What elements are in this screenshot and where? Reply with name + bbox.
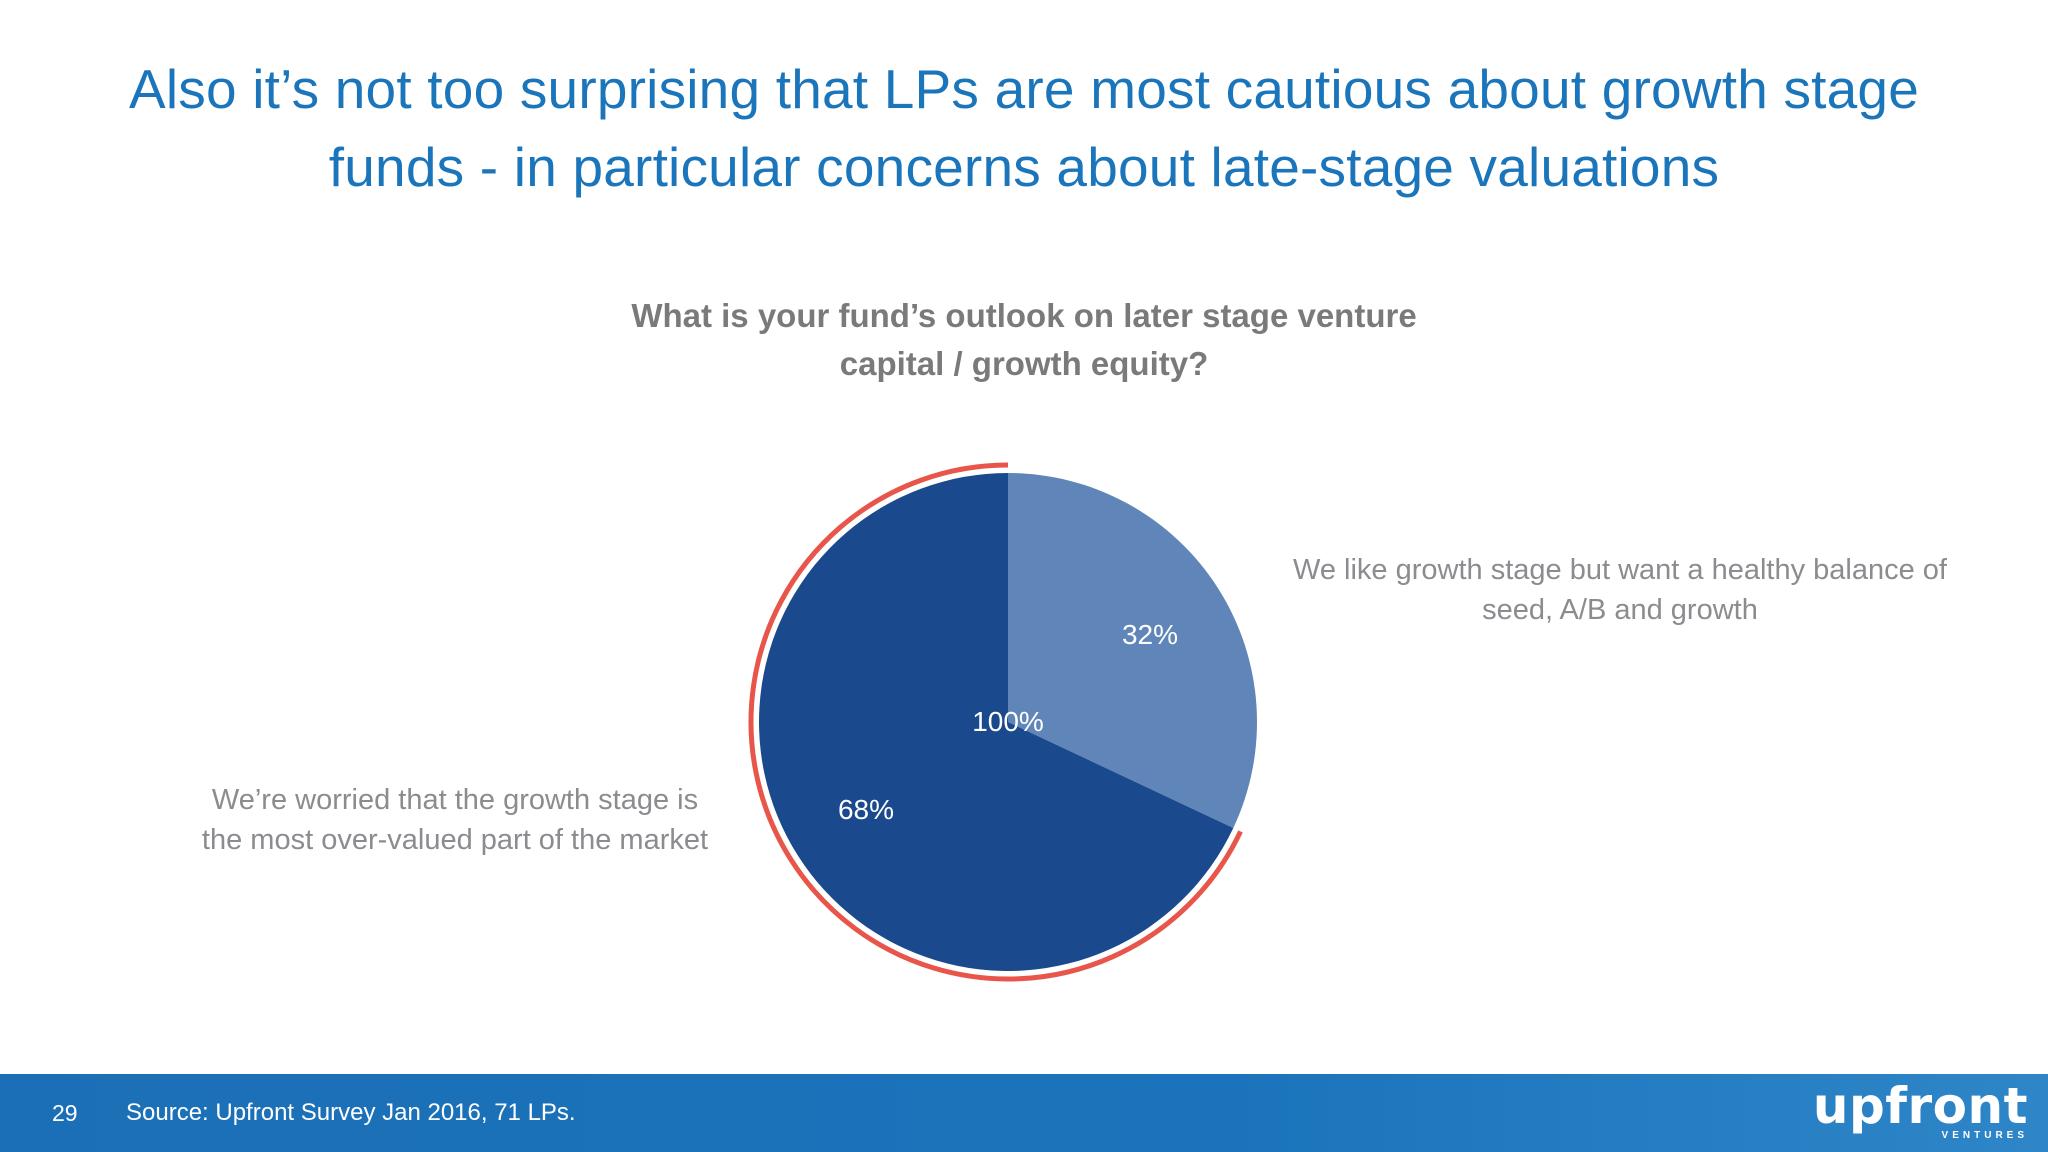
callout-over-valued: We’re worried that the growth stage is t…: [160, 780, 750, 860]
footer-bar: 29 Source: Upfront Survey Jan 2016, 71 L…: [0, 1074, 2048, 1152]
logo-wordmark: upfront: [1812, 1077, 2028, 1135]
logo-subtext: VENTURES: [1941, 1130, 2028, 1141]
pie-slice-over-valued: [759, 473, 1234, 971]
slide-title: Also it’s not too surprising that LPs ar…: [60, 50, 1988, 206]
source-note: Source: Upfront Survey Jan 2016, 71 LPs.: [126, 1099, 576, 1126]
highlight-arc: [748, 462, 1243, 982]
callout-growth-balance: We like growth stage but want a healthy …: [1230, 550, 2010, 630]
slide-title-line-2: funds - in particular concerns about lat…: [328, 136, 1720, 198]
callout-over-valued-line-1: We’re worried that the growth stage is: [211, 784, 699, 816]
center-total-label: 100%: [972, 706, 1044, 737]
callout-growth-balance-line-2: seed, A/B and growth: [1482, 594, 1758, 626]
chart-title-line-2: capital / growth equity?: [839, 345, 1209, 382]
chart-title: What is your fund’s outlook on later sta…: [524, 292, 1524, 388]
callout-growth-balance-line-1: We like growth stage but want a healthy …: [1293, 554, 1947, 586]
pie-slice-growth-balance: [1008, 473, 1257, 829]
slide-title-line-1: Also it’s not too surprising that LPs ar…: [128, 58, 1920, 120]
upfront-logo: upfront VENTURES: [1808, 1078, 2028, 1148]
slice-value-label-68: 68%: [838, 794, 894, 825]
page-number: 29: [52, 1100, 78, 1126]
slice-value-label-32: 32%: [1122, 619, 1178, 650]
chart-title-line-1: What is your fund’s outlook on later sta…: [631, 297, 1417, 334]
callout-over-valued-line-2: the most over-valued part of the market: [201, 824, 709, 856]
